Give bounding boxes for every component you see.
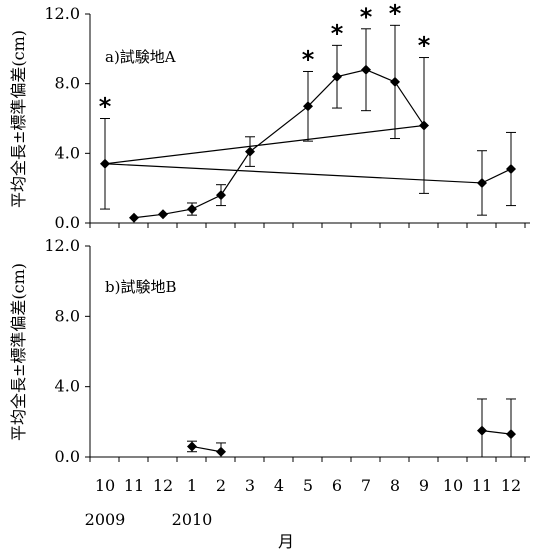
panel-a-data-point <box>361 64 371 75</box>
x-tick-label: 6 <box>332 476 342 495</box>
panel-b-data-point <box>477 425 487 436</box>
panel-a-significance-star: * <box>331 19 344 47</box>
panel-b-data-point <box>506 429 516 440</box>
panel-b-series-line <box>191 445 222 453</box>
panel-b-y-tick-label: 4.0 <box>55 377 80 396</box>
x-tick-label: 12 <box>501 476 521 495</box>
panel-a-y-tick-label: 12.0 <box>44 4 80 23</box>
x-tick-label: 7 <box>361 476 371 495</box>
panel-a-data-point <box>477 177 487 188</box>
panel-a-label: a)試験地A <box>105 48 176 66</box>
x-tick-label: 12 <box>153 476 173 495</box>
x-tick-label: 9 <box>419 476 429 495</box>
panel-a-significance-star: * <box>418 32 431 60</box>
x-tick-label: 11 <box>124 476 144 495</box>
panel-a-data-point <box>390 76 400 87</box>
panel-b-y-tick-label: 12.0 <box>44 236 80 255</box>
x-tick-label: 10 <box>443 476 463 495</box>
panel-a-data-point <box>100 158 110 169</box>
year-label: 2009 <box>85 510 126 529</box>
panel-a-significance-star: * <box>360 3 373 31</box>
panel-a-data-point <box>245 146 255 157</box>
x-tick-label: 8 <box>390 476 400 495</box>
x-tick-label: 1 <box>187 476 197 495</box>
panel-a-data-point <box>332 71 342 82</box>
panel-a-significance-star: * <box>302 45 315 73</box>
x-tick-label: 5 <box>303 476 313 495</box>
panel-b-data-point <box>187 441 197 452</box>
panel-a-ylabel: 平均全長±標準偏差(cm) <box>9 30 28 208</box>
x-tick-label: 10 <box>95 476 115 495</box>
panel-b-label: b)試験地B <box>105 278 176 296</box>
panel-b-y-tick-label: 8.0 <box>55 306 80 325</box>
x-axis-label: 月 <box>278 532 294 551</box>
panel-a-y-tick-label: 4.0 <box>55 143 80 162</box>
panel-b: b)試験地B 0.0 4.0 8.0 12.0 <box>44 236 530 466</box>
year-label: 2010 <box>172 510 213 529</box>
panel-a-y-tick-label: 8.0 <box>55 74 80 93</box>
panel-a-data-point <box>187 204 197 215</box>
panel-b-series-line <box>481 430 512 435</box>
x-tick-label: 2 <box>216 476 226 495</box>
x-tick-label: 3 <box>245 476 255 495</box>
panel-b-ylabel: 平均全長±標準偏差(cm) <box>9 263 28 441</box>
panel-b-y-tick-label: 0.0 <box>55 447 80 466</box>
panel-b-data-point <box>216 446 226 457</box>
panel-a-data-point <box>216 190 226 201</box>
panel-a-data-point <box>506 164 516 175</box>
panel-a-data-point <box>419 120 429 131</box>
panel-a-data-point <box>158 209 168 220</box>
x-tick-label: 11 <box>472 476 492 495</box>
panel-a: a)試験地A 0.0 4.0 8.0 12.0 * * * * * * <box>44 0 530 232</box>
panel-a-y-tick-label: 0.0 <box>55 213 80 232</box>
panel-a-significance-star: * <box>99 93 112 121</box>
panel-a-data-point <box>129 212 139 223</box>
x-tick-label: 4 <box>274 476 284 495</box>
panel-a-significance-star: * <box>389 0 402 27</box>
panel-a-data-point <box>303 101 313 112</box>
